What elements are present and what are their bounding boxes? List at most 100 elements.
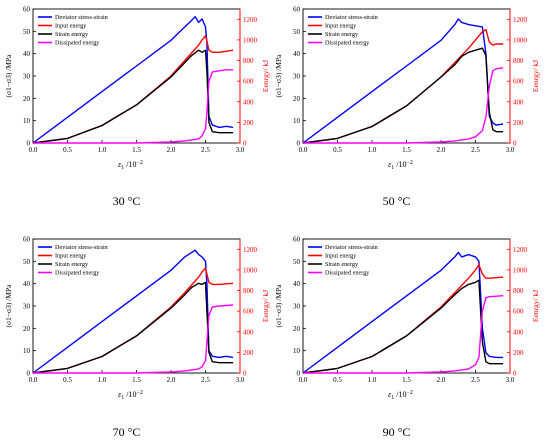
y-left-tick-label: 20 [293,95,301,103]
legend-label: Deviator stress-strain [55,244,108,251]
y-right-tick-label: 600 [243,308,254,316]
x-tick-label: 1.0 [368,376,377,384]
panel-caption: 90 °C [383,425,411,439]
y-right-tick-label: 1200 [513,246,528,254]
x-label-unit: /10 [396,160,406,169]
x-tick-label: 3.0 [236,376,245,384]
x-tick-label: 2.0 [167,376,176,384]
y-right-tick-label: 1000 [513,266,528,274]
y-right-tick-label: 1000 [243,266,258,274]
x-tick-label: 1.5 [402,376,411,384]
x-tick-label: 1.0 [368,146,377,154]
x-tick-label: 0.5 [333,146,342,154]
x-tick-label: 0.5 [333,376,342,384]
y-left-tick-label: 60 [293,236,301,244]
y-right-axis-label: Eenrgy/ kJ [531,290,540,322]
y-left-tick-label: 0 [297,140,301,148]
y-right-tick-label: 600 [513,308,524,316]
y-right-tick-label: 1000 [243,36,258,44]
y-left-tick-label: 30 [293,73,301,81]
x-label-unit: /10 [396,390,406,399]
legend-label: Strain energy [325,31,359,38]
x-tick-label: 2.0 [167,146,176,154]
x-tick-label: 1.0 [98,146,107,154]
legend-label: Strain energy [55,31,89,38]
x-tick-label: 2.5 [471,146,480,154]
legend-label: Strain energy [55,261,89,268]
y-left-axis-label: (σ1−σ3) /MPa [4,54,13,98]
y-right-tick-label: 400 [243,328,254,336]
series-line-dissipated [303,67,504,144]
y-left-tick-label: 20 [23,325,31,333]
chart-panel-2: 0.0 0.5 1.0 1.5 2.0 2.5 3.00102030405060020040… [274,6,540,172]
panel-caption: 70 °C [113,425,141,439]
x-label-sub: 1 [121,165,124,171]
y-right-axis-label: Eenrgy/ kJ [261,290,270,322]
y-right-tick-label: 800 [243,287,254,295]
legend-label: Strain energy [325,261,359,268]
legend-label: Input energy [55,23,87,30]
x-label-exp: −2 [137,390,143,396]
series-line-deviator [302,251,504,374]
y-right-tick-label: 1200 [513,16,528,24]
x-axis-label: ε1/10−2 [118,390,143,401]
series-line-deviator [32,249,234,374]
x-label-sub: 1 [391,165,394,171]
legend-label: Dissipated energy [55,270,100,277]
x-label-exp: −2 [137,160,143,166]
y-left-tick-label: 0 [27,140,31,148]
series-line-strain [302,47,504,144]
legend-label: Dissipated energy [325,40,370,47]
x-tick-label: 0.5 [63,376,72,384]
y-right-tick-label: 0 [513,370,517,378]
y-left-tick-label: 50 [293,28,301,36]
x-tick-label: 1.5 [402,146,411,154]
y-right-tick-label: 200 [243,349,254,357]
legend-label: Input energy [325,23,357,30]
x-axis-label: ε1/10−2 [118,160,143,171]
y-left-tick-label: 10 [293,347,301,355]
y-left-tick-label: 60 [23,236,31,244]
x-label-sub: 1 [391,395,394,401]
y-left-tick-label: 60 [293,6,301,14]
y-left-tick-label: 50 [293,258,301,266]
legend-label: Dissipated energy [325,270,370,277]
y-left-tick-label: 30 [23,303,31,311]
series-line-strain [32,281,234,374]
y-left-tick-label: 0 [27,370,31,378]
y-left-tick-label: 30 [293,303,301,311]
x-label-exp: −2 [407,160,413,166]
x-label-symbol: ε [388,390,392,399]
x-label-exp: −2 [407,390,413,396]
series-line-deviator [32,16,234,144]
x-axis-label: ε1/10−2 [388,390,413,401]
y-left-tick-label: 20 [293,325,301,333]
x-tick-label: 3.0 [236,146,245,154]
legend-label: Deviator stress-strain [325,244,378,251]
y-right-tick-label: 1000 [513,36,528,44]
y-left-axis-label: (σ1−σ3) /MPa [274,284,283,328]
legend-label: Input energy [325,253,357,260]
x-tick-label: 0.0 [29,376,38,384]
x-tick-label: 0.5 [63,146,72,154]
x-label-sub: 1 [121,395,124,401]
panel-caption: 50 °C [383,194,411,208]
x-tick-label: 1.5 [132,146,141,154]
y-right-tick-label: 800 [243,57,254,65]
y-right-tick-label: 200 [513,349,524,357]
y-right-axis-label: Eenrgy/ kJ [261,60,270,92]
y-right-tick-label: 0 [243,140,247,148]
x-axis-label: ε1/10−2 [388,160,413,171]
x-tick-label: 2.5 [201,146,210,154]
x-tick-label: 0.0 [299,146,308,154]
y-right-tick-label: 1200 [243,246,258,254]
series-line-strain [302,279,504,374]
x-tick-label: 2.0 [437,376,446,384]
y-left-axis-label: (σ1−σ3) /MPa [4,284,13,328]
x-tick-label: 2.5 [201,376,210,384]
y-right-tick-label: 400 [243,98,254,106]
series-line-dissipated [33,304,234,374]
y-left-tick-label: 40 [293,280,301,288]
y-right-tick-label: 200 [513,119,524,127]
